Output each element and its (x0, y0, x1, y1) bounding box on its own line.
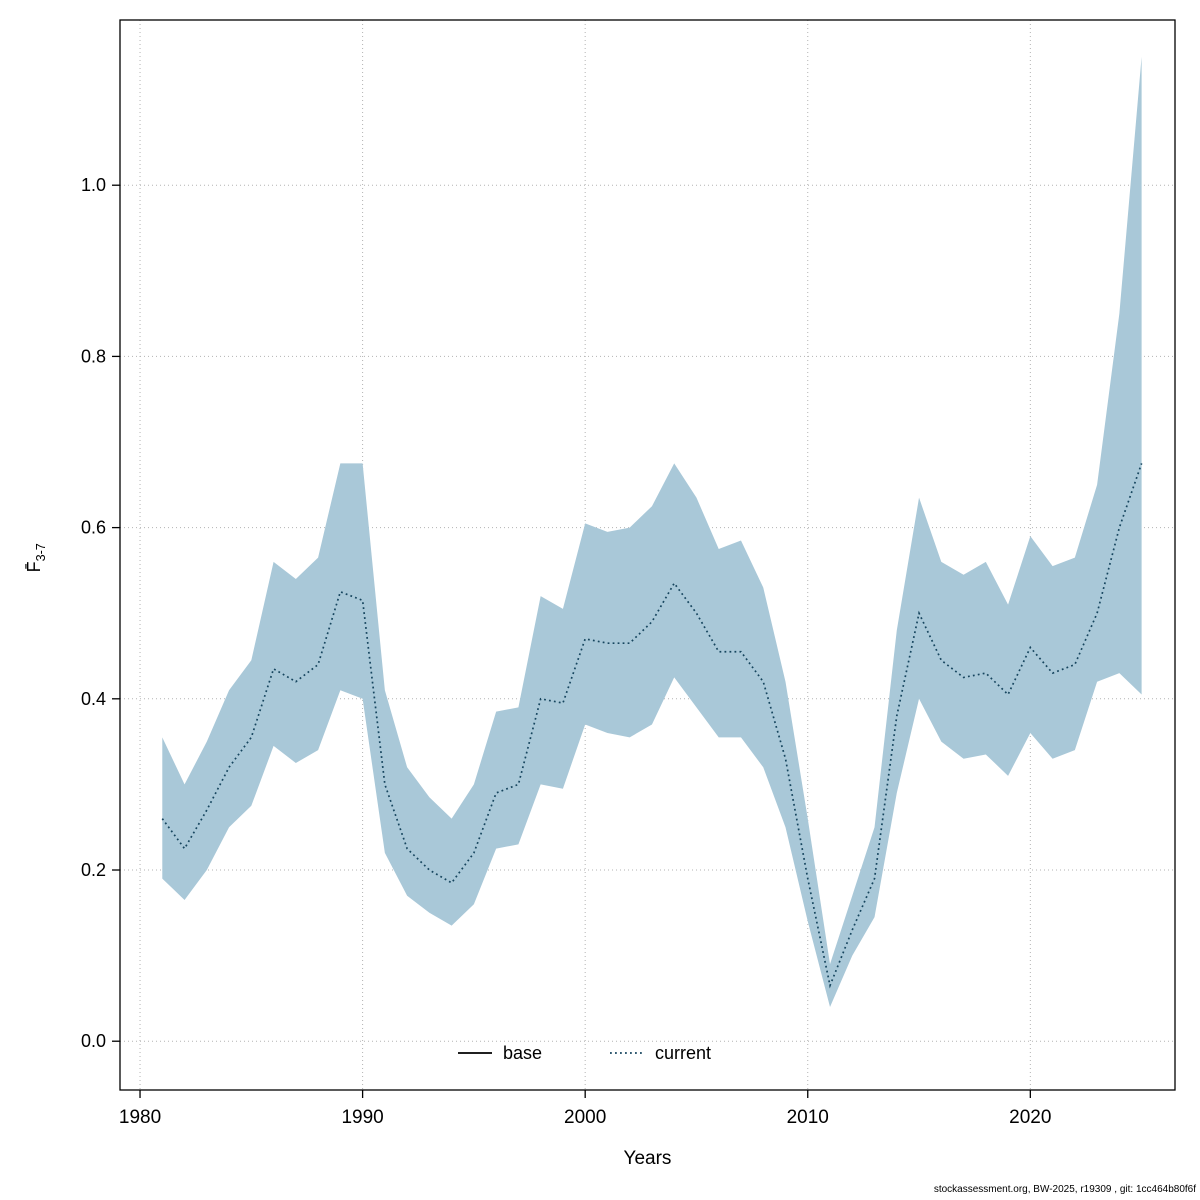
current-line (161, 463, 1143, 989)
x-axis-tick-label: 2020 (1009, 1107, 1051, 1128)
x-axis-tick-label: 1990 (341, 1107, 383, 1128)
x-axis-tick-label: 2010 (787, 1107, 829, 1128)
y-axis-title-letter: F̄ (24, 561, 45, 573)
y-axis-tick-label: 0.4 (81, 689, 106, 709)
y-axis-tick-label: 0.8 (81, 346, 106, 366)
legend-current-label: current (655, 1043, 711, 1063)
x-axis-tick-label: 2000 (564, 1107, 606, 1128)
x-axis-title: Years (623, 1148, 672, 1169)
plot-border (119, 19, 1176, 1091)
y-axis-tick-label: 0.2 (81, 860, 106, 880)
legend-base-label: base (503, 1043, 542, 1063)
attribution-text: stockassessment.org, BW-2025, r19309 , g… (933, 1184, 1196, 1195)
y-axis-tick-label: 0.6 (81, 518, 106, 538)
y-axis-title-subscript: 3-7 (33, 543, 48, 562)
y-axis-title: F̄3-7 (24, 508, 48, 608)
y-axis-tick-label: 0.0 (81, 1031, 106, 1051)
confidence-band (162, 56, 1142, 1007)
y-axis-tick-label: 1.0 (81, 175, 106, 195)
x-axis-tick-label: 1980 (119, 1107, 161, 1128)
